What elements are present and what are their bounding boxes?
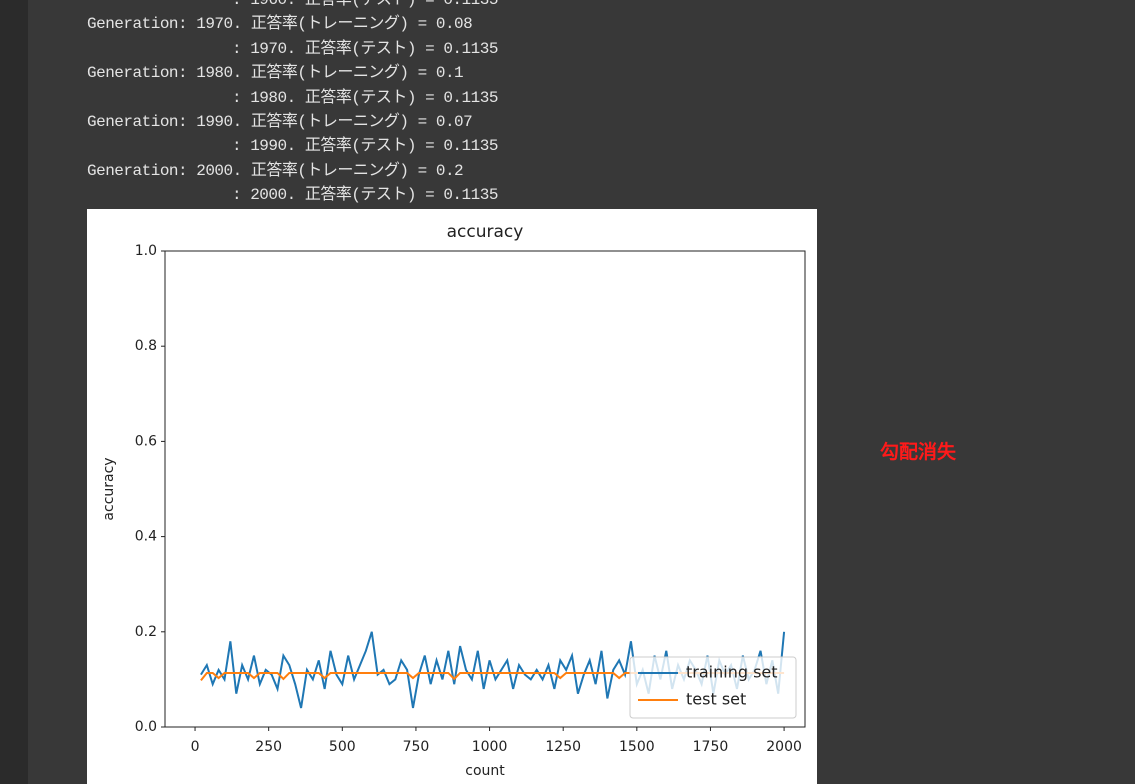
x-tick-label: 750 [403,739,430,755]
x-tick-label: 2000 [766,739,802,755]
legend-label: test set [686,690,746,709]
y-tick-label: 0.8 [135,338,157,354]
x-tick-label: 250 [255,739,282,755]
log-line: : 1970. 正答率(テスト) = 0.1135 [232,39,498,58]
log-line: Generation: 2000. 正答率(トレーニング) = 0.2 [87,161,464,180]
chart: accuracy count accuracy 0.0 0.2 0.4 0.6 0.8 1… [87,209,817,784]
annotation: 勾配消失 [880,441,957,463]
y-tick-label: 0.0 [135,719,157,735]
x-tick-label: 500 [329,739,356,755]
y-tick-label: 0.4 [135,529,157,545]
y-tick-label: 0.6 [135,433,157,449]
y-tick-label: 0.2 [135,624,157,640]
legend-label: training set [686,663,778,682]
log-line: : 1980. 正答率(テスト) = 0.1135 [232,88,498,107]
x-tick-label: 1250 [545,739,581,755]
y-axis-label: accuracy [101,457,117,520]
x-tick-label: 1500 [619,739,655,755]
y-tick-label: 1.0 [135,243,157,259]
log-line: : 1990. 正答率(テスト) = 0.1135 [232,137,498,156]
sidebar-strip [0,0,28,784]
log-line: : 2000. 正答率(テスト) = 0.1135 [232,186,498,205]
axes-frame [164,250,806,728]
log-line: Generation: 1980. 正答率(トレーニング) = 0.1 [87,64,464,83]
x-tick-label: 1000 [472,739,508,755]
chart-title: accuracy [447,222,524,242]
x-tick-label: 1750 [693,739,729,755]
log-line: : 1960. 正答率(テスト) = 0.1135 [232,0,498,9]
output-log: : 1960. 正答率(テスト) = 0.1135 Generation: 197… [87,0,498,208]
x-tick-label: 0 [191,739,200,755]
log-line: Generation: 1970. 正答率(トレーニング) = 0.08 [87,15,473,34]
x-axis-label: count [465,763,505,779]
log-line: Generation: 1990. 正答率(トレーニング) = 0.07 [87,112,473,131]
